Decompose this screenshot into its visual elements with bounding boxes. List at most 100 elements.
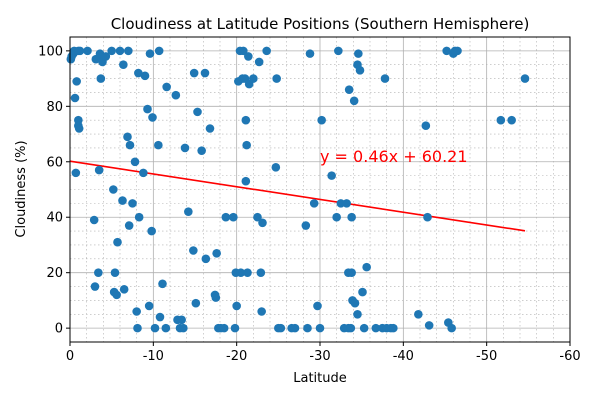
data-point xyxy=(242,140,251,150)
data-point xyxy=(89,215,99,225)
data-point xyxy=(115,46,125,56)
data-point xyxy=(447,323,456,333)
data-point xyxy=(354,49,363,58)
regression-equation: y = 0.46x + 60.21 xyxy=(320,147,468,166)
data-point xyxy=(520,74,530,83)
data-point xyxy=(421,121,431,131)
y-tick-label: 100 xyxy=(38,44,63,59)
data-point xyxy=(125,140,135,150)
data-point xyxy=(359,323,369,333)
data-point xyxy=(94,268,103,277)
y-tick-label: 20 xyxy=(46,266,63,281)
data-point xyxy=(147,226,156,236)
data-point xyxy=(219,323,229,333)
data-point xyxy=(128,199,137,208)
data-point xyxy=(197,146,206,155)
data-point xyxy=(243,268,252,277)
data-point xyxy=(191,298,201,308)
data-point xyxy=(507,115,516,125)
data-point xyxy=(423,212,432,222)
data-point xyxy=(303,323,312,333)
data-point xyxy=(362,262,371,272)
data-point xyxy=(276,323,286,333)
data-point xyxy=(132,307,141,316)
data-point xyxy=(70,93,80,103)
data-point xyxy=(244,52,253,61)
data-point xyxy=(134,68,143,78)
data-point xyxy=(380,74,390,83)
data-point xyxy=(241,115,251,125)
data-point xyxy=(313,301,322,311)
data-point xyxy=(262,46,271,56)
data-point xyxy=(107,46,116,56)
data-point xyxy=(257,307,266,316)
data-point xyxy=(145,49,155,58)
data-point xyxy=(371,323,381,333)
data-point xyxy=(154,140,163,150)
data-point xyxy=(305,49,315,58)
data-point xyxy=(179,323,188,333)
x-tick-label: -20 xyxy=(226,349,247,364)
data-point xyxy=(71,168,81,178)
data-point xyxy=(123,132,132,142)
data-point xyxy=(143,104,152,114)
data-point xyxy=(158,279,167,289)
data-point xyxy=(424,321,434,330)
data-point xyxy=(355,65,365,75)
data-point xyxy=(101,52,111,61)
x-tick-label: -40 xyxy=(393,349,414,364)
x-tick-label: -30 xyxy=(309,349,330,364)
data-point xyxy=(139,168,148,178)
data-point xyxy=(349,96,359,106)
data-point xyxy=(113,237,122,247)
data-point xyxy=(161,323,171,333)
data-point xyxy=(130,157,140,167)
data-point xyxy=(96,74,106,83)
data-point xyxy=(201,254,211,264)
data-point xyxy=(155,312,165,322)
data-point xyxy=(110,268,120,277)
data-point xyxy=(74,124,84,133)
data-point xyxy=(414,309,423,319)
data-point xyxy=(184,207,193,216)
data-point xyxy=(236,268,246,277)
data-point xyxy=(140,71,150,81)
data-point xyxy=(171,90,181,100)
data-point xyxy=(358,287,367,297)
data-point xyxy=(154,46,164,56)
x-tick-label: -50 xyxy=(476,349,497,364)
data-point xyxy=(189,246,198,255)
x-tick-label: 0 xyxy=(66,349,74,364)
data-point xyxy=(83,46,92,56)
data-point xyxy=(150,323,160,333)
data-point xyxy=(221,212,231,222)
data-point xyxy=(350,298,360,308)
data-point xyxy=(301,221,311,230)
data-point xyxy=(118,196,127,205)
data-point xyxy=(249,74,258,83)
data-point xyxy=(344,85,354,94)
data-point xyxy=(193,107,202,117)
data-point xyxy=(239,46,248,56)
data-point xyxy=(496,115,506,125)
data-point xyxy=(124,221,134,230)
data-point xyxy=(189,68,199,78)
data-point xyxy=(230,323,240,333)
data-point xyxy=(148,113,157,122)
data-point xyxy=(347,212,356,222)
data-point xyxy=(389,323,398,333)
data-point xyxy=(180,143,190,153)
data-point xyxy=(90,282,100,291)
x-axis-ticks: 0 -10 -20 -30 -40 -50 -60 xyxy=(66,342,581,364)
data-point xyxy=(317,115,326,125)
x-tick-label: -60 xyxy=(559,349,580,364)
data-point xyxy=(256,268,266,277)
data-point xyxy=(124,46,133,56)
y-tick-label: 60 xyxy=(46,155,63,170)
data-point xyxy=(332,212,341,222)
data-point xyxy=(112,290,121,300)
data-point xyxy=(253,212,262,222)
data-point xyxy=(212,248,221,258)
data-point xyxy=(205,124,215,133)
